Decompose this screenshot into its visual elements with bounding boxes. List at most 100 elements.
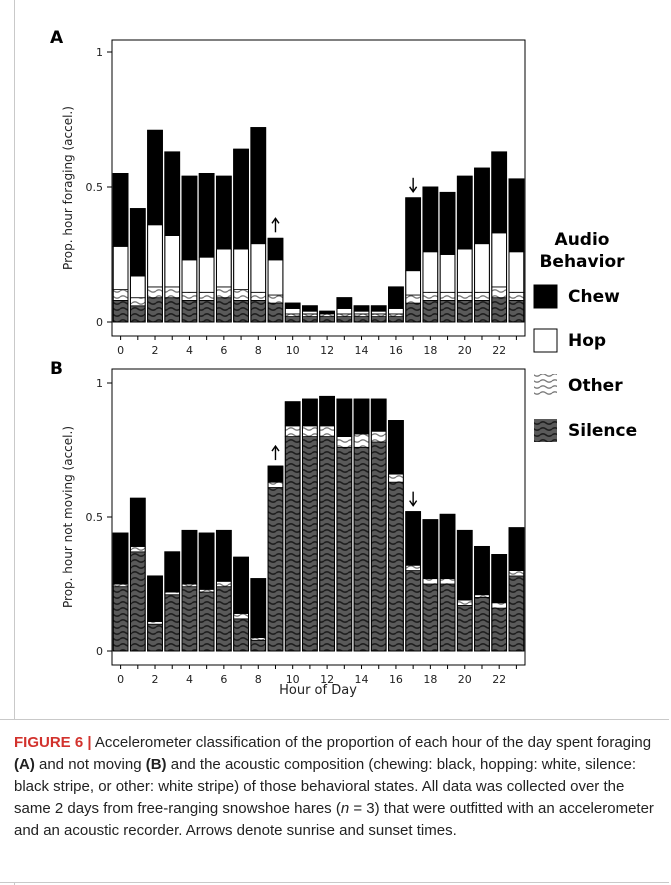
xlabel-b: Hour of Day xyxy=(279,683,357,698)
bar-outline-b-15 xyxy=(370,398,387,652)
bar-outline-b-20 xyxy=(456,529,473,652)
caption-n-variable: n xyxy=(340,800,350,817)
bar-outline-a-21 xyxy=(474,167,490,323)
bar-outline-b-21 xyxy=(474,545,490,652)
bar-outline-b-1 xyxy=(129,497,146,652)
xtick-label-a-0: 0 xyxy=(117,344,124,357)
bar-outline-b-3 xyxy=(164,551,181,652)
xtick-label-b-10: 10 xyxy=(286,673,300,686)
bar-outline-a-6 xyxy=(215,175,232,323)
xtick-label-a-12: 12 xyxy=(320,344,334,357)
ylabel-b: Prop. hour not moving (accel.) xyxy=(61,426,75,608)
ytick-label-b-0: 0 xyxy=(96,645,103,658)
xtick-label-b-12: 12 xyxy=(320,673,334,686)
bar-outline-b-9 xyxy=(267,465,284,652)
caption-part3: and the acoustic composition (chewing: b… xyxy=(14,756,636,817)
plot-a-frame xyxy=(111,39,526,337)
caption-text: FIGURE 6 | Accelerometer classification … xyxy=(14,732,655,842)
bar-outline-b-12 xyxy=(319,395,336,652)
xtick-label-b-6: 6 xyxy=(220,673,227,686)
bar-outline-b-16 xyxy=(388,420,404,652)
plot-a-bars xyxy=(112,127,525,323)
xtick-label-a-20: 20 xyxy=(458,344,472,357)
xtick-label-a-16: 16 xyxy=(389,344,403,357)
plot-b-bars xyxy=(112,395,525,652)
legend-swatch-chew xyxy=(533,284,558,309)
xtick-label-b-2: 2 xyxy=(152,673,159,686)
xtick-label-a-18: 18 xyxy=(423,344,437,357)
bar-outline-b-0 xyxy=(112,532,129,652)
plot-a-axes: 00.510 2 4 6 8 10 12 14 16 18 20 22 xyxy=(86,46,517,357)
bar-outline-a-9 xyxy=(267,237,284,323)
bar-outline-a-13 xyxy=(336,297,353,323)
bar-outline-b-19 xyxy=(439,513,456,652)
xtick-label-a-4: 4 xyxy=(186,344,193,357)
ytick-label-a-0: 0 xyxy=(96,316,103,329)
bar-outline-a-18 xyxy=(422,186,439,323)
bar-outline-a-20 xyxy=(456,175,473,323)
bar-outline-b-23 xyxy=(508,527,525,652)
xtick-label-b-4: 4 xyxy=(186,673,193,686)
plot-b-axes: 00.510 2 4 6 8 10 12 14 16 18 20 22 xyxy=(86,377,517,686)
xtick-label-a-6: 6 xyxy=(220,344,227,357)
legend-swatch-hop xyxy=(533,328,558,353)
xtick-label-a-10: 10 xyxy=(286,344,300,357)
figure-canvas: A 00.510 2 4 6 8 10 12 14 16 18 20 22 Prop. hour fo… xyxy=(50,28,637,698)
bar-outline-b-2 xyxy=(147,575,163,652)
xtick-label-a-14: 14 xyxy=(355,344,369,357)
ytick-label-a-2: 1 xyxy=(96,46,103,59)
panel-letter-a: A xyxy=(50,28,64,48)
bar-outline-b-4 xyxy=(181,529,198,652)
bar-outline-a-7 xyxy=(233,148,249,323)
bar-outline-a-16 xyxy=(388,286,404,323)
bar-outline-a-14 xyxy=(353,305,370,323)
bar-outline-a-11 xyxy=(302,305,318,323)
caption-bold-b: (B) xyxy=(145,756,167,773)
ytick-label-a-1: 0.5 xyxy=(86,181,104,194)
bar-outline-b-6 xyxy=(215,529,232,652)
ylabel-a: Prop. hour foraging (accel.) xyxy=(61,106,75,270)
legend: Audio Behavior Chew Hop Other Silence xyxy=(533,230,637,442)
figure-caption: FIGURE 6 | Accelerometer classification … xyxy=(0,719,669,883)
xtick-label-b-8: 8 xyxy=(255,673,262,686)
bar-outline-b-22 xyxy=(491,554,508,652)
xtick-label-b-16: 16 xyxy=(389,673,403,686)
ytick-label-b-2: 1 xyxy=(96,377,103,390)
bar-outline-b-7 xyxy=(233,556,249,652)
bar-outline-a-0 xyxy=(112,173,129,323)
bar-outline-a-19 xyxy=(439,191,456,323)
bar-outline-a-10 xyxy=(284,302,301,323)
xtick-label-b-14: 14 xyxy=(355,673,369,686)
legend-swatch-silence xyxy=(534,419,557,442)
panel-b: B 00.510 2 4 6 8 10 12 14 16 18 20 22 Prop. hour no… xyxy=(50,359,526,698)
legend-label-silence: Silence xyxy=(568,421,637,441)
panel-letter-b: B xyxy=(50,359,63,379)
legend-label-other: Other xyxy=(568,376,623,396)
legend-title-line2: Behavior xyxy=(539,252,625,272)
bar-outline-a-12 xyxy=(319,310,336,323)
bar-outline-b-14 xyxy=(353,398,370,652)
bar-outline-b-5 xyxy=(198,532,215,652)
bar-outline-b-13 xyxy=(336,398,353,652)
arrow-a-sunset xyxy=(409,177,418,194)
bar-outline-a-8 xyxy=(250,127,267,323)
bar-outline-b-10 xyxy=(284,401,301,652)
xtick-label-a-22: 22 xyxy=(492,344,506,357)
legend-swatch-other xyxy=(534,374,557,397)
caption-figure-label: FIGURE 6 | xyxy=(14,734,92,751)
panel-a: A 00.510 2 4 6 8 10 12 14 16 18 20 22 Prop. hour fo… xyxy=(50,28,526,357)
bar-outline-a-2 xyxy=(147,129,163,323)
bar-outline-b-18 xyxy=(422,519,439,652)
xtick-label-b-20: 20 xyxy=(458,673,472,686)
xtick-label-a-8: 8 xyxy=(255,344,262,357)
bar-outline-a-1 xyxy=(129,208,146,323)
bar-outline-b-8 xyxy=(250,578,267,652)
bar-outline-a-4 xyxy=(181,175,198,323)
ytick-label-b-1: 0.5 xyxy=(86,511,104,524)
bar-outline-a-17 xyxy=(405,197,422,323)
caption-part4: = 3) that were outfitted with an acceler… xyxy=(14,800,654,839)
caption-bold-a: (A) xyxy=(14,756,35,773)
bar-outline-b-17 xyxy=(405,511,422,652)
xtick-label-b-0: 0 xyxy=(117,673,124,686)
bar-outline-a-3 xyxy=(164,151,181,323)
